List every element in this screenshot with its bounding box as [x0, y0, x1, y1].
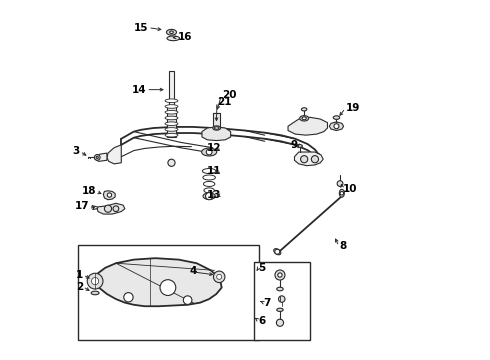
Polygon shape: [95, 153, 107, 161]
Ellipse shape: [301, 108, 307, 111]
Ellipse shape: [300, 116, 309, 121]
Circle shape: [278, 296, 285, 302]
Polygon shape: [97, 203, 125, 214]
Bar: [214, 113, 220, 127]
Circle shape: [276, 319, 284, 326]
Ellipse shape: [277, 308, 283, 311]
Circle shape: [113, 206, 119, 212]
Text: 17: 17: [74, 201, 89, 211]
Ellipse shape: [170, 31, 173, 33]
Ellipse shape: [333, 116, 340, 120]
Polygon shape: [202, 127, 231, 140]
Bar: [78, 244, 259, 339]
Text: 3: 3: [73, 146, 80, 156]
Text: 9: 9: [291, 140, 298, 150]
Polygon shape: [294, 152, 323, 166]
Polygon shape: [103, 191, 115, 200]
Circle shape: [337, 181, 343, 186]
Ellipse shape: [215, 127, 219, 129]
Text: 18: 18: [82, 186, 96, 197]
Ellipse shape: [213, 126, 220, 130]
Ellipse shape: [165, 134, 178, 137]
Ellipse shape: [204, 188, 214, 193]
Circle shape: [160, 280, 176, 296]
Circle shape: [217, 274, 221, 279]
Polygon shape: [329, 122, 343, 131]
Ellipse shape: [201, 148, 217, 156]
Ellipse shape: [203, 193, 215, 199]
Text: 12: 12: [207, 143, 221, 153]
Circle shape: [205, 193, 213, 200]
Ellipse shape: [165, 111, 178, 114]
Text: 21: 21: [217, 97, 232, 107]
Text: 6: 6: [259, 316, 266, 325]
Ellipse shape: [339, 189, 344, 197]
Text: 5: 5: [259, 263, 266, 273]
Text: 16: 16: [177, 32, 192, 42]
Text: 7: 7: [264, 298, 271, 308]
Text: 14: 14: [132, 85, 147, 95]
Ellipse shape: [203, 175, 216, 180]
Ellipse shape: [204, 194, 214, 199]
Circle shape: [95, 154, 100, 160]
Ellipse shape: [165, 99, 178, 103]
Ellipse shape: [165, 105, 178, 108]
Circle shape: [300, 156, 308, 163]
Circle shape: [311, 156, 318, 163]
Polygon shape: [93, 258, 221, 306]
Polygon shape: [107, 145, 122, 164]
Ellipse shape: [167, 36, 179, 41]
Ellipse shape: [165, 116, 178, 120]
Circle shape: [275, 270, 285, 280]
Ellipse shape: [203, 181, 215, 186]
Bar: [254, 262, 310, 339]
Ellipse shape: [274, 249, 281, 255]
Circle shape: [96, 156, 98, 158]
Ellipse shape: [165, 122, 178, 126]
Text: 15: 15: [134, 23, 148, 33]
Circle shape: [340, 192, 343, 195]
Text: 4: 4: [190, 266, 197, 276]
Text: 13: 13: [207, 190, 221, 200]
Text: 20: 20: [221, 90, 236, 100]
Circle shape: [124, 293, 133, 302]
Text: 2: 2: [75, 282, 83, 292]
Circle shape: [206, 149, 212, 155]
Text: 19: 19: [345, 103, 360, 113]
Ellipse shape: [302, 117, 306, 120]
Ellipse shape: [167, 30, 176, 35]
Circle shape: [107, 193, 112, 197]
Circle shape: [183, 296, 192, 305]
Bar: [170, 71, 173, 107]
Ellipse shape: [296, 144, 302, 147]
Circle shape: [278, 273, 282, 277]
Polygon shape: [288, 117, 327, 135]
Circle shape: [275, 249, 280, 254]
Text: 8: 8: [339, 241, 346, 251]
Text: 10: 10: [343, 184, 357, 194]
Ellipse shape: [91, 291, 99, 295]
Text: 11: 11: [207, 166, 221, 176]
Circle shape: [87, 273, 103, 289]
Ellipse shape: [202, 168, 216, 174]
Circle shape: [92, 278, 98, 285]
Ellipse shape: [165, 128, 178, 131]
Ellipse shape: [277, 287, 283, 291]
Text: 1: 1: [75, 270, 83, 280]
Circle shape: [168, 159, 175, 166]
Circle shape: [104, 205, 112, 212]
Bar: [167, 107, 176, 137]
Circle shape: [334, 124, 339, 129]
Circle shape: [214, 271, 225, 283]
